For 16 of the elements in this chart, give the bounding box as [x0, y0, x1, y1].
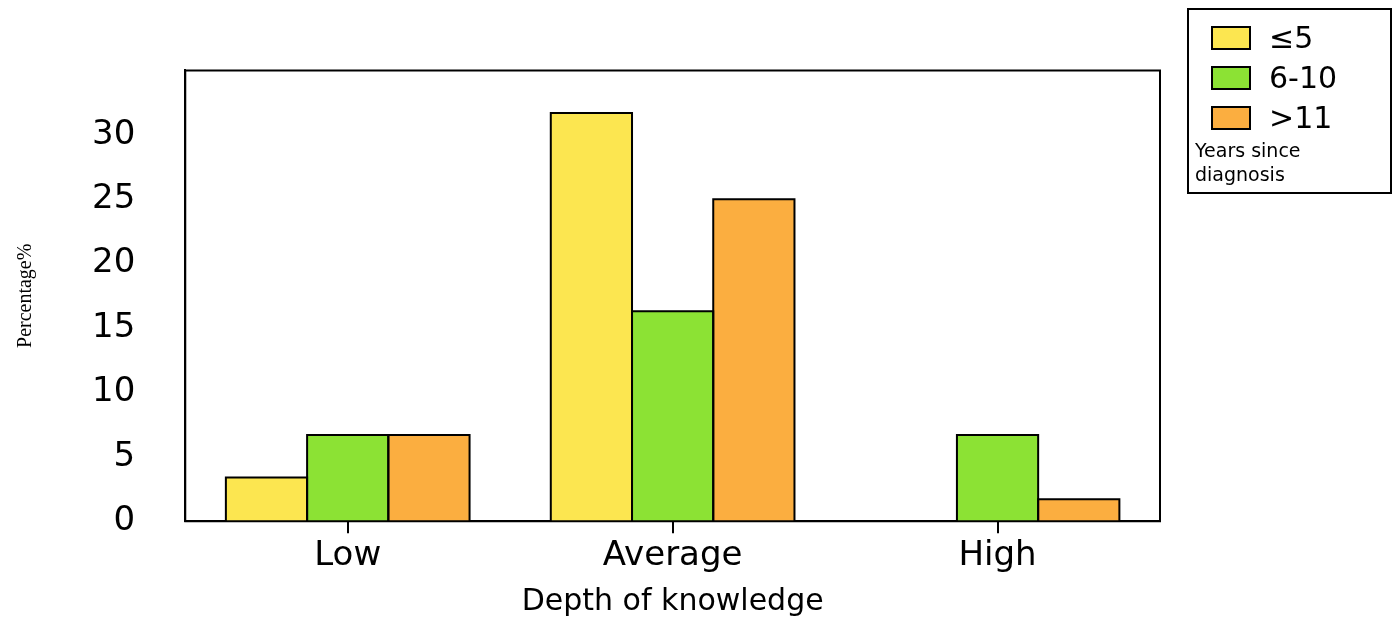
x-axis-title: Depth of knowledge	[521, 581, 824, 617]
y-tick-label: 10	[92, 369, 136, 410]
legend-label: >11	[1269, 99, 1333, 137]
y-tick-label: 0	[113, 498, 136, 539]
y-tick-label: 25	[92, 176, 136, 217]
legend-label: 6-10	[1269, 59, 1338, 97]
x-tick-label: Average	[602, 533, 743, 574]
x-tick-label: High	[958, 533, 1037, 574]
y-tick-label: 20	[92, 240, 136, 281]
y-tick-label: 30	[92, 111, 136, 152]
x-tick-label: Low	[314, 533, 382, 574]
y-axis-title: Percentage%	[13, 243, 37, 348]
y-tick-label: 15	[92, 304, 136, 345]
y-tick-label: 5	[113, 433, 136, 474]
legend-title: Years since diagnosis	[1195, 138, 1302, 187]
legend-label: ≤5	[1269, 19, 1314, 57]
